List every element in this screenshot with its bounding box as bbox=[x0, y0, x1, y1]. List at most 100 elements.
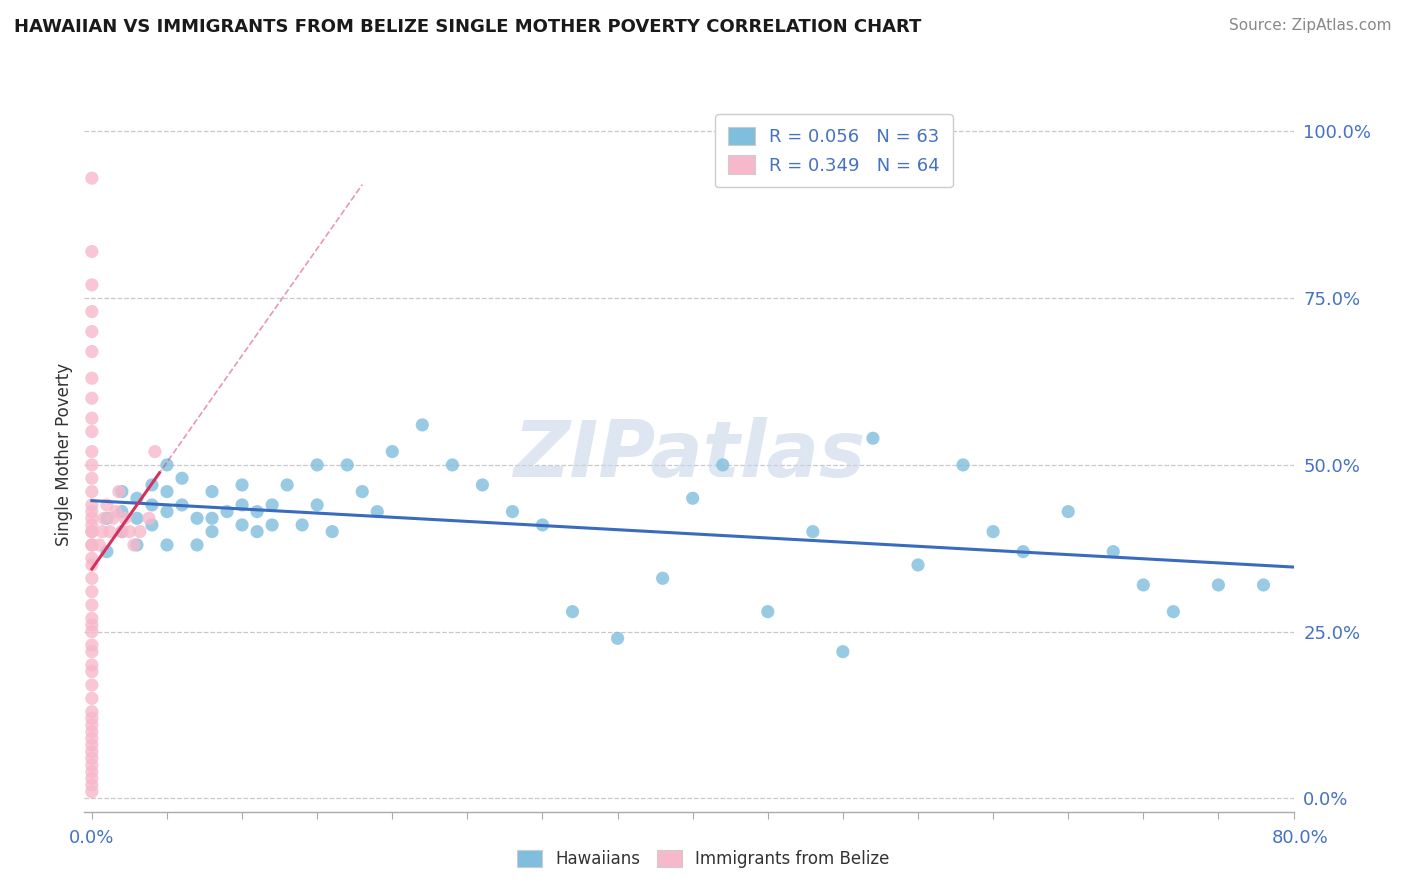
Point bbox=[80, 658, 103, 673]
Point bbox=[101, 511, 124, 525]
Point bbox=[80, 778, 103, 792]
Point bbox=[143, 444, 166, 458]
Point bbox=[832, 645, 855, 659]
Point bbox=[80, 471, 103, 485]
Point bbox=[80, 691, 103, 706]
Point bbox=[80, 571, 103, 585]
Point bbox=[246, 524, 269, 539]
Point bbox=[756, 605, 779, 619]
Point bbox=[80, 785, 103, 799]
Point bbox=[606, 632, 628, 646]
Point bbox=[80, 505, 103, 519]
Point bbox=[441, 458, 464, 472]
Point bbox=[80, 751, 103, 765]
Point bbox=[93, 511, 115, 525]
Point bbox=[561, 605, 583, 619]
Point bbox=[80, 171, 103, 186]
Point bbox=[262, 498, 284, 512]
Point bbox=[80, 611, 103, 625]
Point bbox=[80, 518, 103, 533]
Point bbox=[80, 391, 103, 405]
Point bbox=[170, 471, 193, 485]
Point bbox=[170, 498, 193, 512]
Point bbox=[80, 624, 103, 639]
Point bbox=[352, 484, 374, 499]
Point bbox=[215, 505, 238, 519]
Point bbox=[118, 524, 141, 539]
Point bbox=[80, 584, 103, 599]
Point bbox=[91, 524, 114, 539]
Point bbox=[801, 524, 824, 539]
Point bbox=[80, 425, 103, 439]
Point bbox=[141, 498, 163, 512]
Point bbox=[381, 444, 404, 458]
Point bbox=[129, 524, 152, 539]
Point bbox=[651, 571, 673, 585]
Point bbox=[108, 484, 131, 499]
Point bbox=[501, 505, 523, 519]
Point bbox=[80, 498, 103, 512]
Point bbox=[96, 544, 118, 558]
Point bbox=[366, 505, 388, 519]
Point bbox=[80, 638, 103, 652]
Point bbox=[80, 711, 103, 725]
Point bbox=[111, 505, 134, 519]
Point bbox=[201, 511, 224, 525]
Point bbox=[80, 718, 103, 732]
Point bbox=[276, 478, 298, 492]
Point bbox=[80, 731, 103, 746]
Point bbox=[981, 524, 1004, 539]
Legend: Hawaiians, Immigrants from Belize: Hawaiians, Immigrants from Belize bbox=[510, 843, 896, 875]
Point bbox=[80, 304, 103, 318]
Point bbox=[122, 538, 145, 552]
Point bbox=[231, 518, 253, 533]
Point bbox=[711, 458, 734, 472]
Point bbox=[125, 511, 148, 525]
Point bbox=[80, 738, 103, 752]
Point bbox=[1208, 578, 1230, 592]
Point bbox=[80, 524, 103, 539]
Point bbox=[80, 244, 103, 259]
Point bbox=[80, 344, 103, 359]
Text: 80.0%: 80.0% bbox=[1272, 829, 1329, 847]
Point bbox=[1163, 605, 1185, 619]
Point bbox=[80, 598, 103, 612]
Point bbox=[246, 505, 269, 519]
Point bbox=[80, 645, 103, 659]
Point bbox=[111, 484, 134, 499]
Point bbox=[307, 498, 329, 512]
Point bbox=[80, 325, 103, 339]
Point bbox=[411, 417, 433, 432]
Point bbox=[80, 511, 103, 525]
Point bbox=[907, 558, 929, 572]
Text: HAWAIIAN VS IMMIGRANTS FROM BELIZE SINGLE MOTHER POVERTY CORRELATION CHART: HAWAIIAN VS IMMIGRANTS FROM BELIZE SINGL… bbox=[14, 18, 921, 36]
Point bbox=[80, 705, 103, 719]
Point bbox=[186, 511, 208, 525]
Point bbox=[307, 458, 329, 472]
Point bbox=[336, 458, 359, 472]
Point bbox=[80, 665, 103, 679]
Point bbox=[952, 458, 974, 472]
Point bbox=[111, 524, 134, 539]
Point bbox=[89, 538, 111, 552]
Point bbox=[98, 524, 121, 539]
Point bbox=[80, 678, 103, 692]
Point bbox=[1102, 544, 1125, 558]
Point bbox=[531, 518, 554, 533]
Point bbox=[291, 518, 314, 533]
Point bbox=[96, 511, 118, 525]
Point bbox=[1057, 505, 1080, 519]
Point bbox=[96, 498, 118, 512]
Point bbox=[186, 538, 208, 552]
Point bbox=[231, 498, 253, 512]
Point bbox=[201, 484, 224, 499]
Point bbox=[156, 458, 179, 472]
Point bbox=[80, 618, 103, 632]
Point bbox=[80, 558, 103, 572]
Text: 0.0%: 0.0% bbox=[69, 829, 114, 847]
Point bbox=[862, 431, 884, 445]
Text: Source: ZipAtlas.com: Source: ZipAtlas.com bbox=[1229, 18, 1392, 33]
Point bbox=[231, 478, 253, 492]
Point bbox=[156, 538, 179, 552]
Point bbox=[141, 478, 163, 492]
